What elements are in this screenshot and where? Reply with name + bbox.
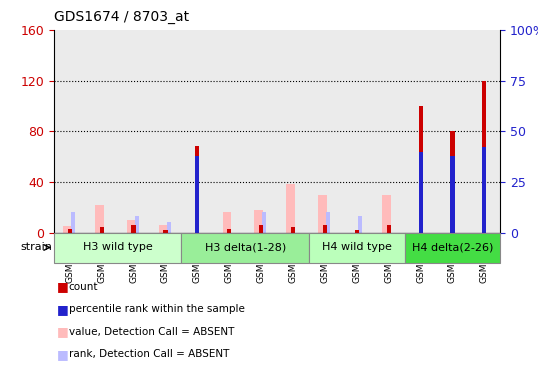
Bar <box>483 81 486 232</box>
Bar <box>436 30 469 232</box>
Text: H4 wild type: H4 wild type <box>322 243 392 252</box>
Bar <box>277 30 309 232</box>
Bar <box>254 210 264 232</box>
Bar <box>86 30 118 232</box>
Bar <box>164 230 167 232</box>
Bar <box>181 232 309 262</box>
Bar <box>245 30 277 232</box>
Text: rank, Detection Call = ABSENT: rank, Detection Call = ABSENT <box>69 350 229 359</box>
Bar <box>326 212 330 232</box>
Bar <box>309 30 341 232</box>
Text: ■: ■ <box>56 326 68 338</box>
Bar <box>223 212 231 232</box>
Text: ■: ■ <box>56 303 68 316</box>
Bar <box>318 195 327 232</box>
Bar <box>387 225 391 232</box>
Bar <box>118 30 150 232</box>
Text: GDS1674 / 8703_at: GDS1674 / 8703_at <box>54 10 189 24</box>
Text: ■: ■ <box>56 280 68 293</box>
Bar <box>286 184 295 232</box>
Bar <box>450 156 455 232</box>
Bar <box>309 232 405 262</box>
Bar <box>150 30 181 232</box>
Text: strain: strain <box>20 243 52 252</box>
Text: percentile rank within the sample: percentile rank within the sample <box>69 304 245 314</box>
Bar <box>71 212 75 232</box>
Bar <box>405 232 500 262</box>
Bar <box>358 216 362 232</box>
Bar <box>291 227 295 232</box>
Text: H3 wild type: H3 wild type <box>83 243 152 252</box>
Bar <box>135 216 139 232</box>
Bar <box>259 225 263 232</box>
Bar <box>373 30 405 232</box>
Bar <box>63 226 72 232</box>
Bar <box>213 30 245 232</box>
Bar <box>227 229 231 232</box>
Bar <box>355 230 359 232</box>
Bar <box>54 232 181 262</box>
Bar <box>323 225 327 232</box>
Bar <box>419 106 423 232</box>
Bar <box>68 229 72 232</box>
Bar <box>95 205 104 232</box>
Bar <box>469 30 500 232</box>
Bar <box>195 156 200 232</box>
Bar <box>341 30 373 232</box>
Bar <box>100 227 104 232</box>
Bar <box>263 212 266 232</box>
Bar <box>159 225 168 232</box>
Bar <box>131 225 136 232</box>
Bar <box>54 30 86 232</box>
Bar <box>181 30 213 232</box>
Text: H3 delta(1-28): H3 delta(1-28) <box>204 243 286 252</box>
Bar <box>419 152 423 232</box>
Bar <box>127 220 136 232</box>
Text: H4 delta(2-26): H4 delta(2-26) <box>412 243 493 252</box>
Bar <box>382 195 391 232</box>
Text: ■: ■ <box>56 348 68 361</box>
Bar <box>195 147 200 232</box>
Bar <box>405 30 436 232</box>
Bar <box>167 222 171 232</box>
Text: count: count <box>69 282 98 292</box>
Text: value, Detection Call = ABSENT: value, Detection Call = ABSENT <box>69 327 234 337</box>
Bar <box>450 131 455 232</box>
Bar <box>483 147 486 232</box>
